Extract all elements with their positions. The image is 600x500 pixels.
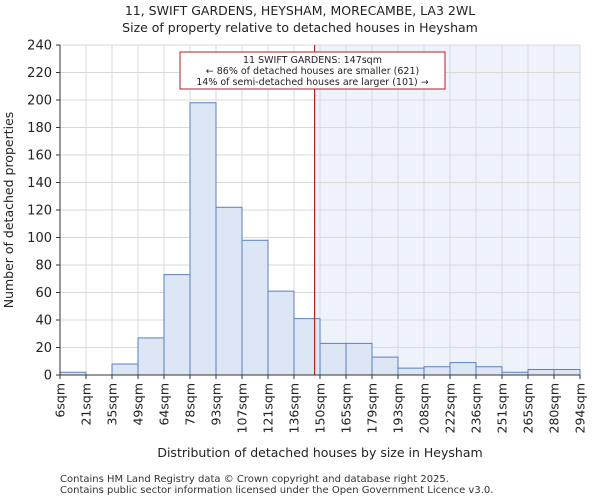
y-tick-label: 0 — [44, 369, 52, 384]
y-tick-label: 40 — [35, 314, 52, 329]
bar — [423, 366, 451, 376]
bar — [553, 369, 581, 376]
bar — [449, 362, 477, 376]
y-tick-label: 120 — [27, 204, 52, 219]
x-tick-label: 208sqm — [417, 383, 432, 433]
x-tick-label: 222sqm — [443, 383, 458, 433]
x-tick-label: 150sqm — [313, 383, 328, 433]
y-tick-label: 100 — [27, 231, 52, 246]
y-tick-label: 20 — [35, 341, 52, 356]
x-axis-label: Distribution of detached houses by size … — [157, 445, 482, 460]
bar — [527, 369, 555, 376]
y-tick-label: 200 — [27, 94, 52, 109]
x-tick-label: 265sqm — [521, 383, 536, 433]
bar — [371, 356, 399, 376]
bar — [267, 290, 295, 376]
bar — [137, 337, 165, 376]
y-tick-label: 240 — [27, 39, 52, 54]
bar — [189, 102, 217, 376]
annotation-line-3: 14% of semi-detached houses are larger (… — [196, 77, 429, 88]
annotation-line-1: 11 SWIFT GARDENS: 147sqm — [243, 55, 382, 66]
x-tick-label: 49sqm — [131, 383, 146, 426]
footer-line-1: Contains HM Land Registry data © Crown c… — [60, 474, 449, 485]
bar — [319, 342, 347, 376]
y-tick-label: 180 — [27, 121, 52, 136]
footer-line-2: Contains public sector information licen… — [60, 485, 494, 496]
x-tick-label: 78sqm — [183, 383, 198, 426]
y-tick-label: 160 — [27, 149, 52, 164]
bar — [241, 239, 269, 376]
x-tick-label: 6sqm — [53, 383, 68, 418]
x-tick-label: 121sqm — [261, 383, 276, 433]
x-tick-label: 93sqm — [209, 383, 224, 426]
bar — [215, 206, 243, 376]
bar — [345, 342, 373, 376]
x-tick-label: 294sqm — [573, 383, 588, 433]
bar — [163, 274, 191, 376]
bar — [293, 318, 321, 376]
x-tick-label: 251sqm — [495, 383, 510, 433]
x-tick-label: 165sqm — [339, 383, 354, 433]
x-tick-label: 21sqm — [79, 383, 94, 426]
annotation-line-2: ← 86% of detached houses are smaller (62… — [206, 66, 419, 77]
chart-title: 11, SWIFT GARDENS, HEYSHAM, MORECAMBE, L… — [124, 3, 476, 18]
x-tick-label: 136sqm — [287, 383, 302, 433]
y-tick-label: 60 — [35, 286, 52, 301]
y-axis-label: Number of detached properties — [1, 112, 16, 309]
x-tick-label: 35sqm — [105, 383, 120, 426]
y-tick-label: 220 — [27, 66, 52, 81]
x-tick-label: 64sqm — [157, 383, 172, 426]
x-tick-label: 107sqm — [235, 383, 250, 433]
x-tick-label: 236sqm — [469, 383, 484, 433]
y-tick-label: 140 — [27, 176, 52, 191]
bar — [397, 367, 425, 376]
bar — [111, 363, 139, 376]
x-tick-label: 280sqm — [547, 383, 562, 433]
x-tick-label: 193sqm — [391, 383, 406, 433]
bar — [475, 366, 503, 376]
annotation-box — [179, 51, 446, 90]
y-tick-label: 80 — [35, 259, 52, 274]
x-tick-label: 179sqm — [365, 383, 380, 433]
chart-subtitle: Size of property relative to detached ho… — [122, 20, 478, 35]
